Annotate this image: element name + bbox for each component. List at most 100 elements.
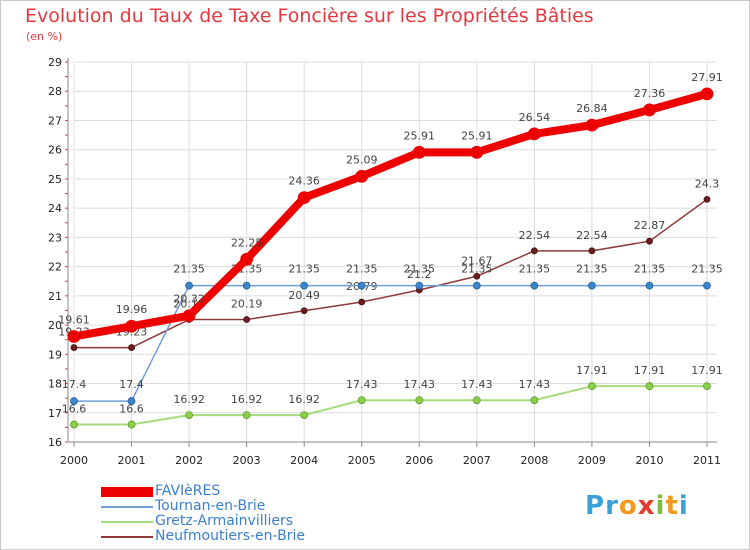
data-label-1: 21.35: [634, 263, 666, 276]
y-tick-label: 27: [48, 114, 62, 127]
data-point-1: [588, 281, 596, 290]
data-label-2: 16.6: [62, 402, 87, 415]
data-point-0: [125, 319, 138, 333]
data-label-2: 17.91: [691, 364, 723, 377]
chart-unit-label: (en %): [26, 30, 63, 43]
data-label-2: 17.43: [461, 378, 493, 391]
x-tick-label: 2010: [635, 454, 663, 467]
x-tick-label: 2001: [118, 454, 146, 467]
data-label-1: 21.35: [576, 263, 608, 276]
data-label-1: 21.35: [404, 263, 436, 276]
series-line-2: [73, 385, 708, 426]
y-tick-label: 16: [48, 436, 62, 449]
data-label-3: 24.3: [695, 177, 720, 190]
data-point-1: [242, 281, 251, 290]
legend-swatch: [101, 487, 153, 497]
data-label-2: 17.43: [404, 378, 436, 391]
data-point-2: [645, 382, 654, 391]
y-tick-label: 20: [48, 319, 62, 332]
y-tick-label: 25: [48, 173, 62, 186]
logo-letter: i: [678, 491, 689, 521]
data-label-2: 17.91: [634, 364, 666, 377]
x-tick-label: 2003: [233, 454, 261, 467]
data-point-2: [70, 420, 78, 429]
data-point-1: [300, 281, 309, 290]
data-label-1: 17.4: [62, 378, 87, 391]
x-tick-label: 2000: [60, 454, 88, 467]
data-point-2: [242, 411, 251, 420]
data-point-3: [530, 247, 538, 255]
data-label-1: 17.4: [119, 378, 144, 391]
data-label-0: 19.61: [58, 313, 90, 326]
data-point-0: [585, 118, 599, 132]
data-point-1: [70, 397, 78, 405]
data-point-3: [703, 195, 711, 203]
data-label-3: 22.87: [634, 219, 666, 232]
data-point-0: [412, 145, 426, 159]
data-label-1: 21.35: [346, 263, 378, 276]
data-label-1: 21.35: [461, 263, 493, 276]
series-line-3: [73, 198, 708, 349]
data-label-1: 21.35: [288, 263, 320, 276]
data-point-2: [415, 396, 424, 405]
y-tick-label: 24: [48, 202, 62, 215]
data-point-1: [357, 281, 366, 290]
data-point-3: [646, 237, 653, 245]
data-label-2: 17.91: [576, 364, 608, 377]
data-point-2: [703, 382, 711, 391]
data-point-1: [127, 397, 136, 405]
x-tick-label: 2009: [578, 454, 606, 467]
data-label-0: 19.96: [116, 303, 148, 316]
data-label-0: 26.84: [576, 102, 608, 115]
data-label-0: 26.54: [519, 111, 551, 124]
y-tick-label: 17: [48, 407, 62, 420]
data-point-3: [588, 247, 596, 255]
y-tick-label: 19: [48, 348, 62, 361]
y-tick-label: 29: [48, 56, 62, 69]
data-point-3: [358, 298, 366, 306]
logo-letter: i: [655, 491, 666, 521]
data-label-0: 25.91: [404, 129, 436, 142]
data-label-1: 21.35: [691, 263, 723, 276]
x-tick-label: 2011: [693, 454, 721, 467]
legend-label: Tournan-en-Brie: [155, 498, 266, 514]
data-point-2: [472, 396, 481, 405]
data-label-0: 25.09: [346, 153, 378, 166]
y-tick-label: 26: [48, 144, 62, 157]
data-point-0: [297, 191, 311, 205]
data-point-2: [357, 396, 366, 405]
data-point-0: [182, 309, 196, 323]
data-label-0: 27.36: [634, 87, 666, 100]
data-label-3: 20.49: [288, 289, 320, 302]
data-point-1: [472, 281, 481, 290]
proxiti-logo: Proxiti: [585, 491, 689, 521]
data-point-2: [127, 420, 136, 429]
data-point-2: [588, 382, 596, 391]
data-label-2: 16.92: [173, 393, 205, 406]
data-point-2: [185, 411, 193, 420]
logo-letter: o: [618, 491, 638, 521]
data-point-1: [185, 281, 193, 290]
x-tick-label: 2004: [290, 454, 318, 467]
data-label-0: 20.32: [173, 293, 205, 306]
data-point-2: [300, 411, 309, 420]
y-tick-label: 28: [48, 85, 62, 98]
legend-label: Gretz-Armainvilliers: [155, 513, 294, 529]
logo-letter: P: [585, 491, 606, 521]
data-label-2: 17.43: [346, 378, 378, 391]
x-tick-label: 2002: [175, 454, 203, 467]
data-point-0: [527, 127, 541, 141]
data-label-2: 16.6: [119, 402, 144, 415]
data-label-3: 21.2: [407, 268, 432, 281]
data-label-0: 22.25: [231, 236, 263, 249]
data-point-1: [645, 281, 654, 290]
data-point-0: [470, 145, 484, 159]
data-label-0: 27.91: [691, 71, 723, 84]
data-label-3: 22.54: [576, 229, 608, 242]
data-label-2: 17.43: [519, 378, 551, 391]
data-point-0: [643, 103, 656, 117]
data-label-2: 16.92: [288, 393, 320, 406]
data-label-1: 21.35: [173, 263, 205, 276]
